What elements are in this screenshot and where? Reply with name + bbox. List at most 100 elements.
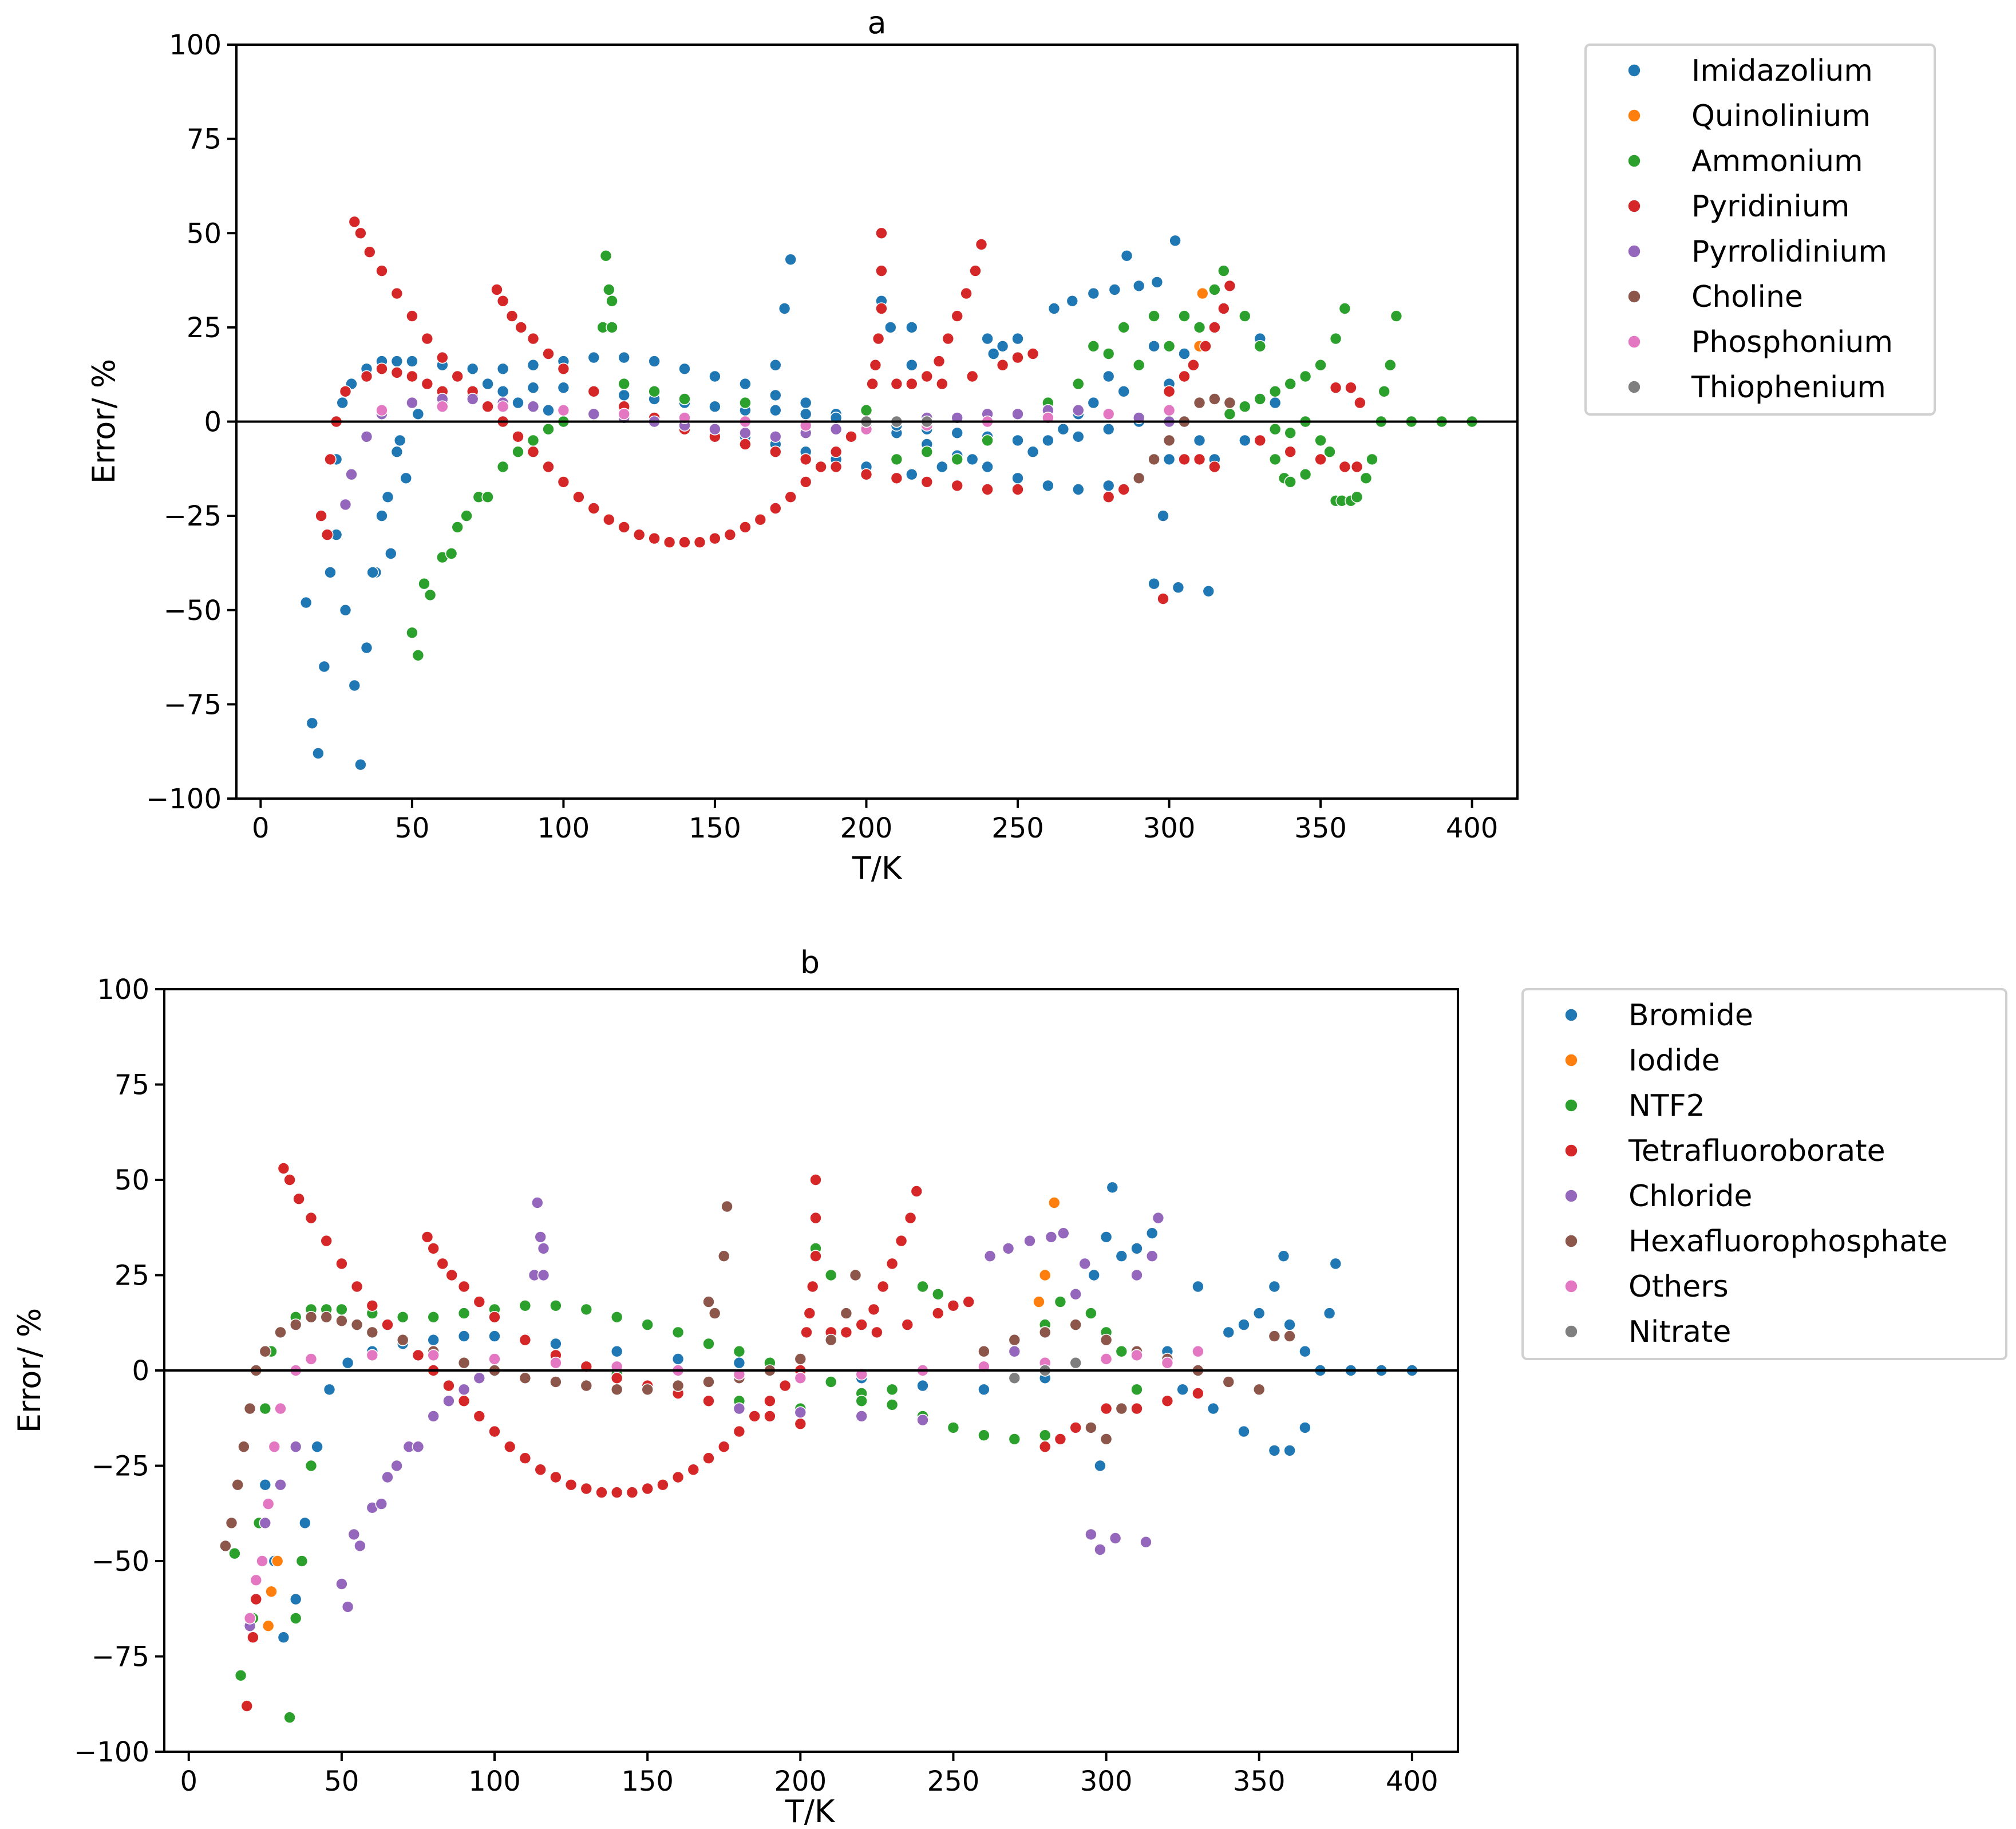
legend-label: Bromide (1628, 998, 1753, 1033)
series-chloride (243, 1196, 1165, 1632)
data-point (799, 408, 812, 421)
data-point (1008, 1345, 1021, 1358)
data-point (671, 1326, 685, 1339)
data-point (1354, 396, 1366, 409)
data-point (1011, 408, 1024, 421)
data-point (306, 717, 319, 730)
data-point (1222, 1376, 1235, 1388)
data-point (610, 1383, 623, 1396)
data-point (1078, 1257, 1091, 1270)
data-point (671, 1353, 685, 1365)
data-point (537, 1242, 550, 1255)
data-point (1268, 1444, 1281, 1457)
panel-b: b 0 50 100 150 200 250 300 350 400 1007550250−25… (11, 945, 2007, 1829)
data-point (1069, 1318, 1082, 1331)
x-tick-label: 250 (991, 812, 1044, 844)
data-point (1178, 310, 1191, 322)
data-point (904, 1211, 917, 1224)
data-point (247, 1631, 259, 1644)
data-point (1193, 434, 1206, 447)
data-point (292, 1192, 305, 1206)
data-point (1038, 1429, 1052, 1441)
data-point (1254, 339, 1267, 353)
y-tick-label: 75 (187, 124, 222, 156)
data-point (1208, 460, 1221, 473)
legend-item: Thiophenium (1627, 370, 1886, 405)
data-point (1299, 1421, 1311, 1434)
data-point (872, 332, 885, 345)
data-point (406, 396, 418, 409)
legend-marker (1627, 290, 1641, 303)
data-point (1109, 1532, 1122, 1544)
data-point (488, 1311, 501, 1324)
chart-a-y-axis-label: Error/ % (86, 359, 122, 484)
data-point (550, 1471, 562, 1484)
data-point (347, 1528, 361, 1541)
data-point (1284, 377, 1296, 390)
data-point (1283, 1444, 1296, 1457)
y-tick-label: 25 (114, 1260, 149, 1292)
data-point (1102, 347, 1115, 360)
data-point (829, 460, 843, 473)
data-point (1345, 381, 1357, 394)
data-point (769, 404, 782, 417)
data-point (268, 1440, 281, 1453)
data-point (1187, 358, 1200, 372)
data-point (451, 521, 464, 534)
y-tick-label: −50 (164, 595, 222, 627)
data-point (709, 532, 721, 545)
data-point (274, 1326, 287, 1339)
data-point (1223, 279, 1236, 293)
data-point (527, 358, 540, 372)
chart-b-y-ticks: 100 75 50 25 0 −25 −50 −75 −100 (74, 974, 164, 1768)
data-point (1072, 430, 1085, 443)
data-point (978, 1429, 990, 1441)
data-point (739, 396, 752, 409)
data-point (381, 491, 394, 504)
data-point (947, 1421, 960, 1434)
data-point (390, 355, 404, 368)
data-point (815, 460, 827, 473)
data-point (427, 1349, 440, 1362)
data-point (336, 396, 349, 409)
data-point (906, 358, 918, 372)
y-tick-label: −25 (164, 500, 222, 532)
data-point (1102, 370, 1115, 383)
x-tick-label: 0 (252, 812, 270, 844)
legend-item: Pyrrolidinium (1627, 235, 1887, 269)
data-point (1178, 347, 1191, 360)
data-point (739, 438, 752, 451)
data-point (305, 1311, 318, 1324)
y-tick-label: −25 (92, 1451, 149, 1483)
data-point (1329, 332, 1342, 345)
data-point (641, 1383, 654, 1396)
data-point (733, 1402, 746, 1415)
data-point (1283, 1318, 1296, 1331)
data-point (496, 460, 509, 473)
chart-b-legend: Bromide Iodide NTF2 Tetrafluoroborate Chlori… (1521, 988, 2007, 1360)
data-point (350, 1280, 363, 1293)
data-point (219, 1539, 232, 1553)
data-point (587, 351, 600, 364)
data-point (1208, 393, 1221, 405)
data-point (920, 445, 934, 459)
data-point (1252, 1383, 1266, 1396)
data-point (717, 1250, 730, 1262)
data-point (312, 747, 325, 760)
data-point (436, 1257, 449, 1270)
data-point (610, 1372, 623, 1385)
data-point (886, 1399, 899, 1411)
data-point (769, 430, 782, 443)
data-point (1085, 1307, 1097, 1320)
data-point (542, 347, 555, 360)
data-point (375, 362, 388, 376)
data-point (488, 1353, 501, 1365)
data-point (855, 1410, 868, 1423)
data-point (1268, 396, 1282, 409)
data-point (1042, 434, 1054, 447)
data-point (1057, 1227, 1070, 1239)
data-point (809, 1174, 822, 1186)
data-point (496, 385, 509, 398)
series-tetrafluoroborate (240, 1162, 1204, 1712)
data-point (375, 264, 388, 277)
